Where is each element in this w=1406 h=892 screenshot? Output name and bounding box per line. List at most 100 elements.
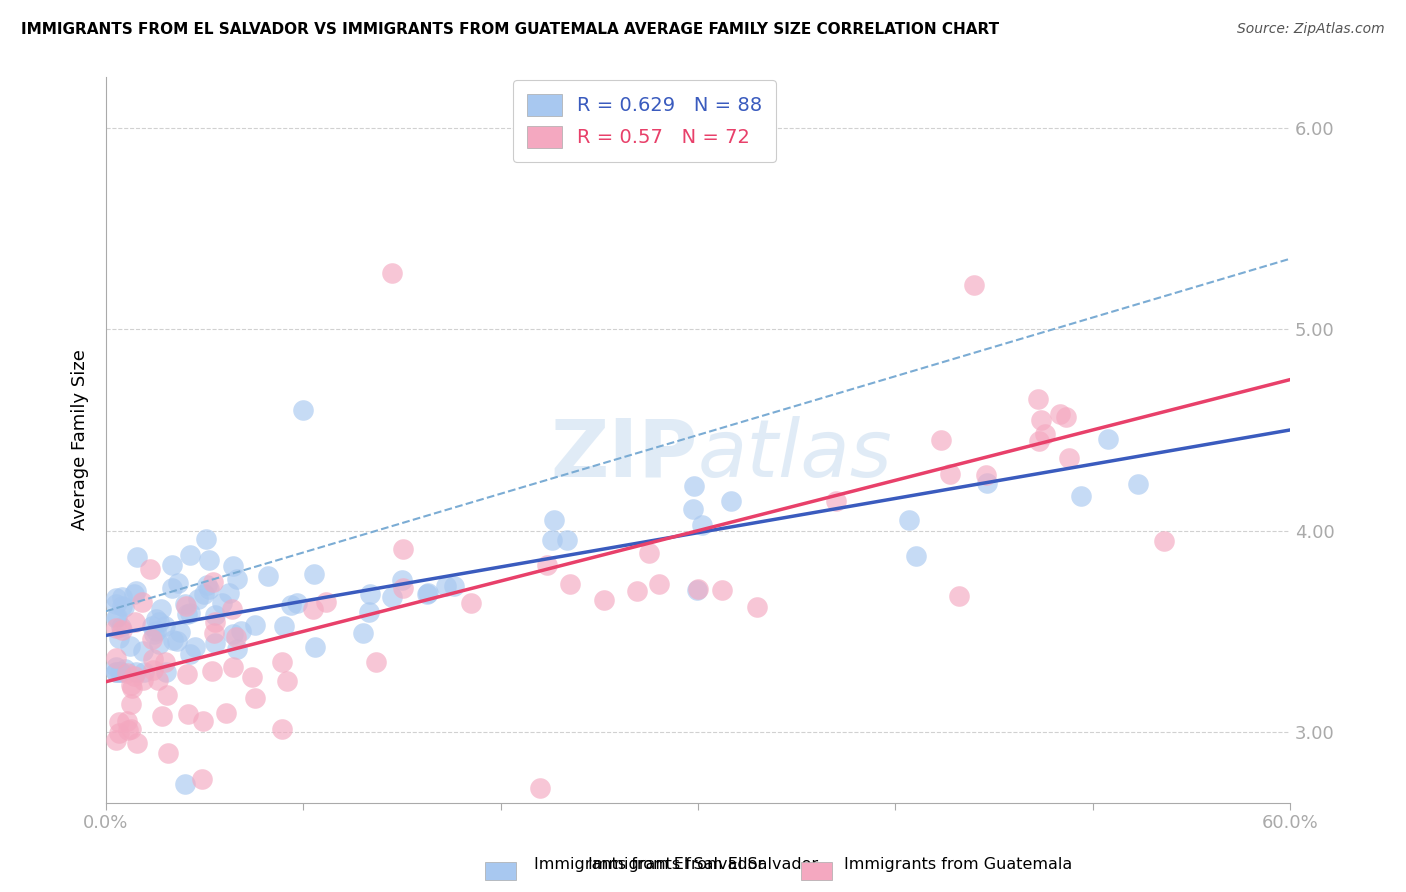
Point	[1153, 533, 1175, 548]
Point	[211, 595, 233, 609]
Point	[153, 655, 176, 669]
Point	[104, 665, 127, 679]
Point	[285, 596, 308, 610]
Point	[271, 655, 294, 669]
Point	[111, 599, 134, 614]
Point	[359, 605, 381, 619]
Point	[201, 575, 224, 590]
Text: IMMIGRANTS FROM EL SALVADOR VS IMMIGRANTS FROM GUATEMALA AVERAGE FAMILY SIZE COR: IMMIGRANTS FROM EL SALVADOR VS IMMIGRANT…	[21, 22, 1000, 37]
Point	[141, 632, 163, 646]
Point	[271, 722, 294, 736]
Point	[120, 678, 142, 692]
Point	[169, 625, 191, 640]
Point	[686, 582, 709, 597]
Point	[142, 652, 165, 666]
Point	[184, 640, 207, 654]
Point	[302, 601, 325, 615]
Point	[898, 513, 921, 527]
Point	[191, 772, 214, 786]
Point	[418, 586, 440, 600]
Point	[153, 619, 176, 633]
Point	[114, 662, 136, 676]
Point	[1028, 392, 1050, 406]
Point	[107, 631, 129, 645]
Point	[204, 607, 226, 622]
Point	[711, 582, 734, 597]
Point	[226, 641, 249, 656]
Point	[193, 587, 215, 601]
Point	[122, 669, 145, 683]
Point	[148, 615, 170, 630]
Point	[104, 621, 127, 635]
Point	[162, 632, 184, 647]
Point	[112, 600, 135, 615]
Point	[460, 596, 482, 610]
Point	[134, 665, 156, 679]
Point	[214, 706, 236, 720]
Point	[197, 578, 219, 592]
Point	[222, 626, 245, 640]
Point	[194, 533, 217, 547]
Point	[381, 266, 404, 280]
Point	[682, 478, 704, 492]
Point	[222, 559, 245, 574]
Point	[121, 681, 143, 695]
Point	[359, 587, 381, 601]
Text: ZIP: ZIP	[551, 416, 697, 493]
Point	[682, 501, 704, 516]
Point	[1057, 450, 1080, 465]
Point	[1033, 427, 1056, 442]
Point	[747, 600, 769, 615]
Point	[1049, 407, 1071, 421]
Point	[176, 667, 198, 681]
Point	[1097, 432, 1119, 446]
Point	[1070, 489, 1092, 503]
Point	[443, 579, 465, 593]
Point	[1054, 410, 1077, 425]
Point	[166, 634, 188, 648]
Point	[204, 615, 226, 629]
Point	[162, 558, 184, 572]
Point	[145, 624, 167, 638]
Point	[824, 494, 846, 508]
Point	[121, 698, 143, 712]
Point	[1028, 434, 1050, 449]
Point	[179, 606, 201, 620]
Point	[218, 586, 240, 600]
Point	[392, 582, 415, 596]
Point	[118, 639, 141, 653]
Point	[225, 630, 247, 644]
Point	[1126, 476, 1149, 491]
Point	[976, 476, 998, 491]
Point	[240, 670, 263, 684]
Point	[149, 602, 172, 616]
Point	[122, 587, 145, 601]
Point	[201, 665, 224, 679]
Point	[125, 584, 148, 599]
Point	[416, 587, 439, 601]
Point	[139, 562, 162, 576]
Point	[688, 582, 710, 596]
Point	[108, 726, 131, 740]
Point	[110, 665, 132, 679]
Point	[229, 624, 252, 639]
Point	[117, 665, 139, 680]
Point	[110, 620, 132, 634]
Point	[974, 467, 997, 482]
Point	[226, 572, 249, 586]
Point	[929, 433, 952, 447]
Point	[104, 651, 127, 665]
Point	[148, 673, 170, 688]
Point	[302, 566, 325, 581]
Point	[145, 612, 167, 626]
Point	[558, 576, 581, 591]
Text: Immigrants from Guatemala: Immigrants from Guatemala	[844, 857, 1071, 872]
Point	[127, 736, 149, 750]
Point	[391, 573, 413, 587]
Point	[204, 636, 226, 650]
Point	[156, 688, 179, 702]
Point	[148, 637, 170, 651]
Point	[273, 619, 295, 633]
Point	[202, 625, 225, 640]
Point	[104, 591, 127, 606]
